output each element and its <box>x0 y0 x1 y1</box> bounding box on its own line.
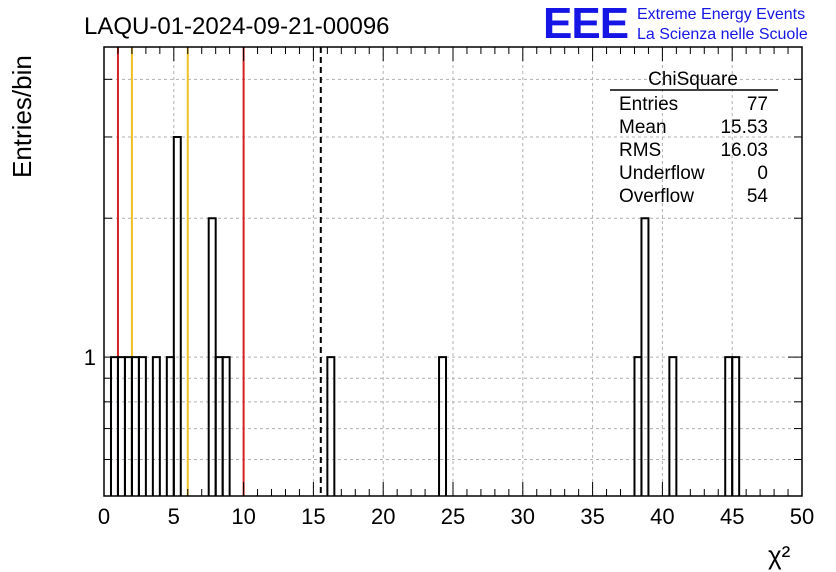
x-tick-label: 50 <box>790 504 814 529</box>
histogram-bin <box>438 356 448 496</box>
x-tick-label: 10 <box>231 504 255 529</box>
grid-lines <box>104 47 802 496</box>
stats-title: ChiSquare <box>648 69 738 90</box>
eee-logo: EEE Extreme Energy Events La Scienza nel… <box>543 0 808 48</box>
histogram-bin <box>221 356 231 496</box>
x-tick-label: 20 <box>371 504 395 529</box>
stats-label-entries: Entries <box>619 94 678 115</box>
stats-label-underflow: Underflow <box>619 163 705 184</box>
axes: 0 5 10 15 20 25 30 35 40 45 50 1 <box>84 46 814 529</box>
histogram-series <box>109 135 741 496</box>
stats-value-entries: 77 <box>747 94 768 115</box>
logo-line2: La Scienza nelle Scuole <box>637 26 808 43</box>
stats-label-mean: Mean <box>619 117 667 138</box>
stats-label-overflow: Overflow <box>619 186 694 207</box>
histogram-bin <box>326 356 336 496</box>
histogram-bin <box>151 356 161 496</box>
histogram-bin <box>668 356 678 496</box>
histogram-bin <box>137 356 147 496</box>
stats-label-rms: RMS <box>619 140 661 161</box>
x-tick-label: 15 <box>301 504 325 529</box>
chart-title: LAQU-01-2024-09-21-00096 <box>84 13 390 40</box>
stats-value-overflow: 54 <box>747 186 769 207</box>
stats-box: ChiSquare Entries 77 Mean 15.53 RMS 16.0… <box>610 69 778 207</box>
histogram-bin <box>172 135 182 496</box>
y-axis-label: Entries/bin <box>7 55 37 178</box>
x-tick-label: 5 <box>168 504 180 529</box>
x-tick-label: 25 <box>441 504 465 529</box>
stats-value-rms: 16.03 <box>720 140 768 161</box>
stats-value-underflow: 0 <box>757 163 768 184</box>
histogram-bin <box>640 217 650 496</box>
histogram-bin <box>731 356 741 496</box>
logo-mark: EEE <box>543 0 628 48</box>
x-tick-label: 30 <box>511 504 535 529</box>
x-tick-label: 35 <box>580 504 604 529</box>
x-axis-label: χ² <box>768 540 791 570</box>
logo-line1: Extreme Energy Events <box>637 6 805 23</box>
x-tick-label: 40 <box>650 504 674 529</box>
x-tick-label: 0 <box>98 504 110 529</box>
stats-value-mean: 15.53 <box>720 117 768 138</box>
y-tick-label: 1 <box>84 345 96 370</box>
x-tick-label: 45 <box>720 504 744 529</box>
